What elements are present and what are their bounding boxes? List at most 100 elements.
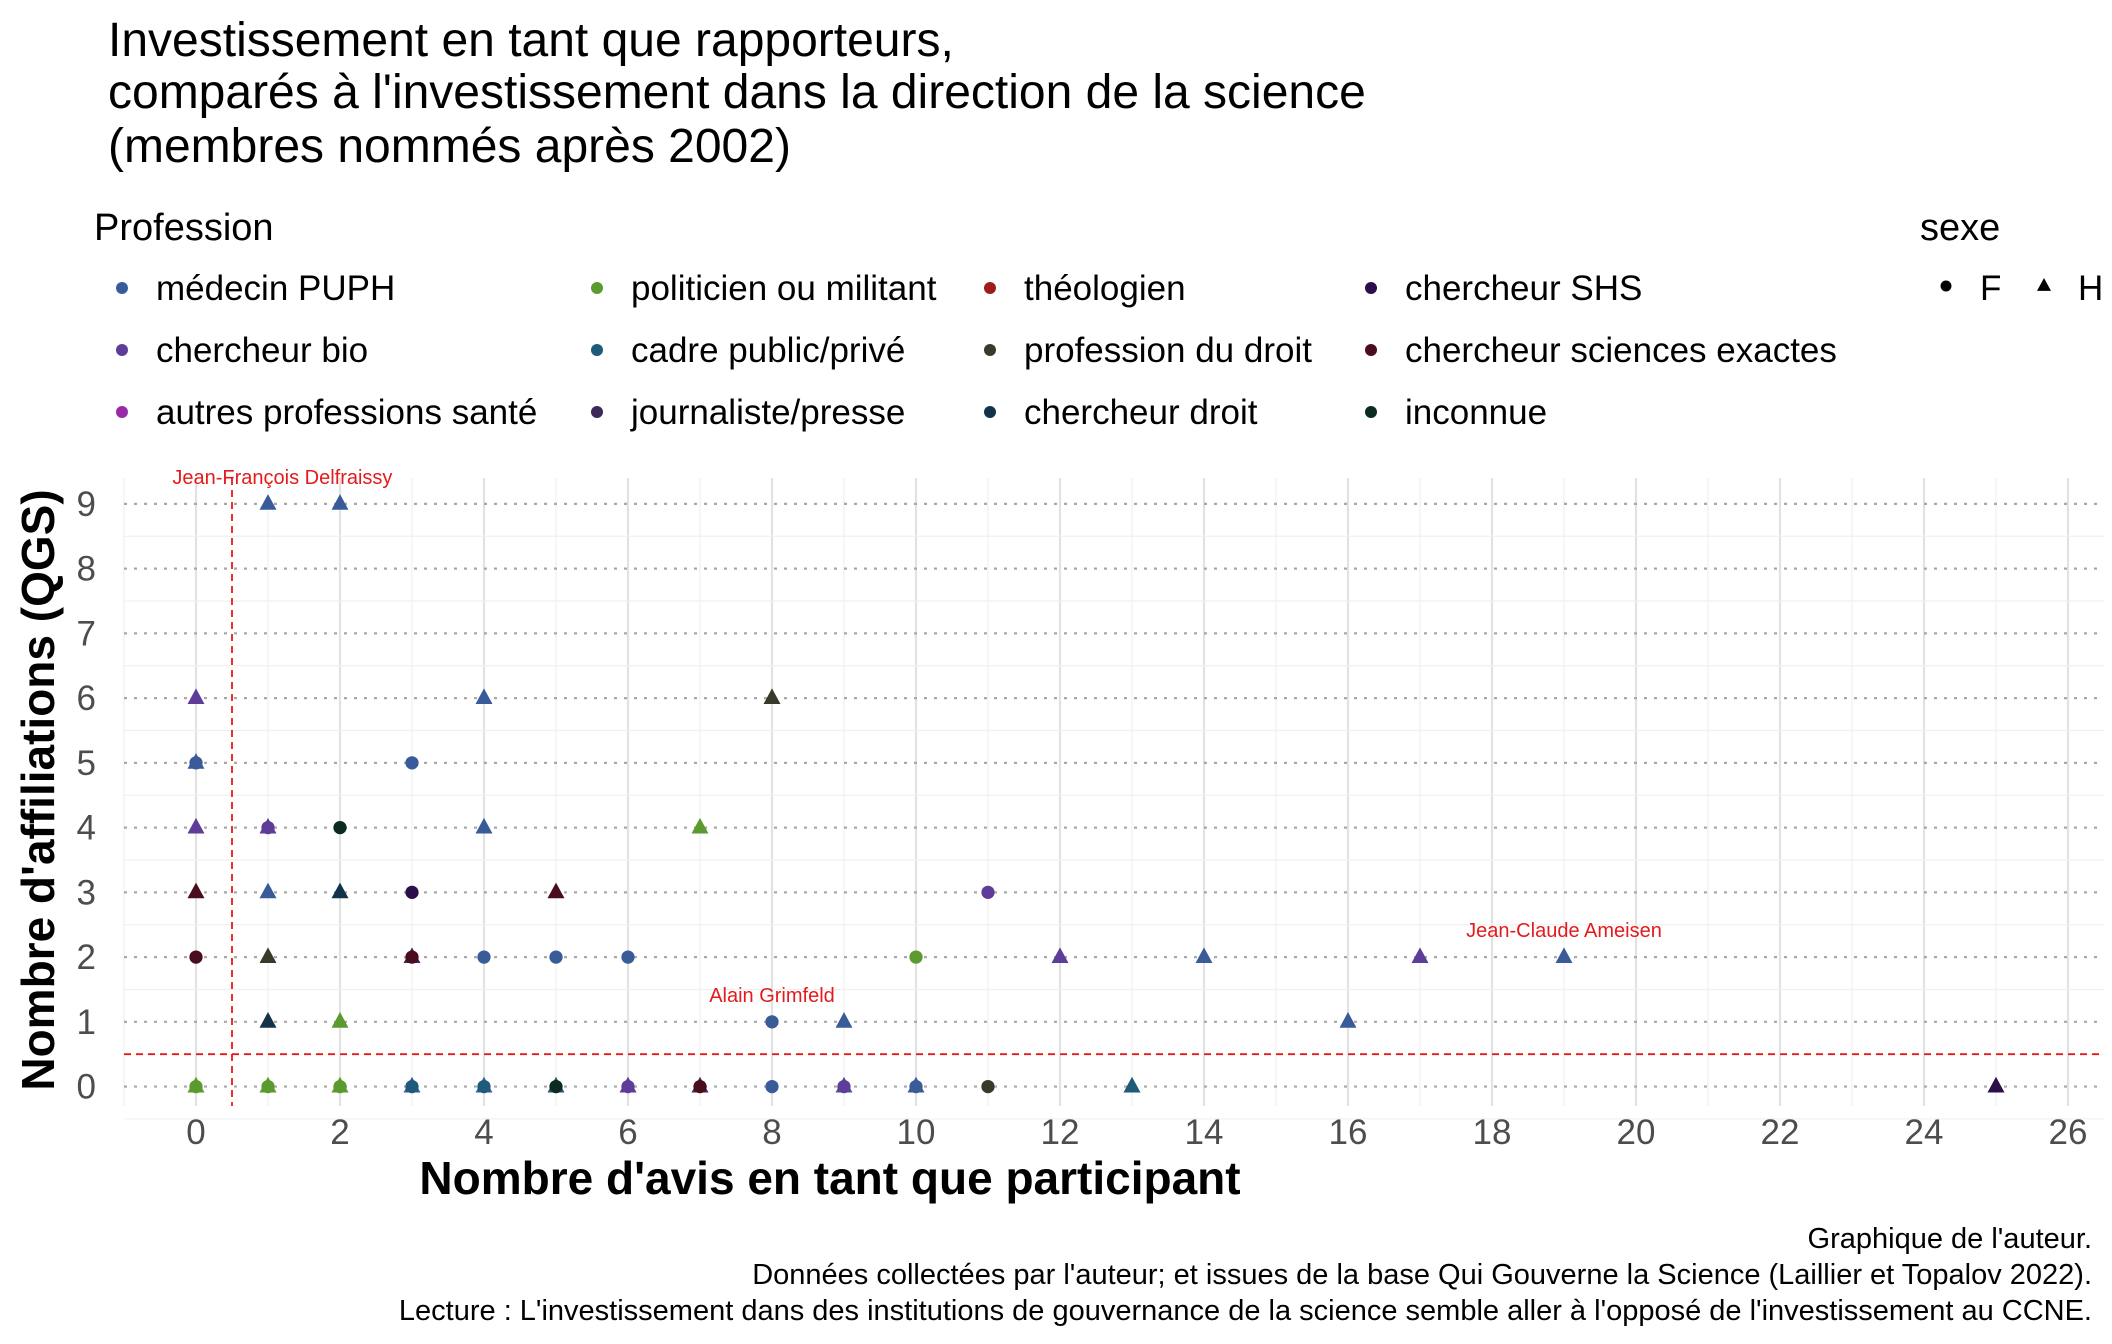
x-tick-label: 6 <box>618 1113 637 1152</box>
legend-item: chercheur droit <box>984 393 1258 432</box>
annotations: Jean-François Delfraissy Alain Grimfeld Je… <box>172 467 1661 1007</box>
data-point <box>477 1079 491 1094</box>
x-tick-label: 8 <box>762 1113 781 1152</box>
data-point <box>405 756 419 770</box>
data-point <box>331 1012 349 1028</box>
data-point <box>187 882 205 899</box>
data-point <box>1411 947 1429 963</box>
data-point <box>259 494 277 510</box>
data-point <box>909 1079 923 1094</box>
data-point <box>189 756 203 770</box>
x-tick-label: 24 <box>1905 1113 1944 1152</box>
x-tick-label: 16 <box>1329 1113 1368 1152</box>
x-tick-label: 22 <box>1761 1113 1800 1152</box>
data-point <box>259 947 277 963</box>
caption-line-3: Lecture : L'investissement dans des inst… <box>399 1295 2092 1327</box>
legend-key-dot <box>1365 282 1377 294</box>
x-tick-label: 26 <box>2049 1113 2088 1152</box>
y-tick-label: 6 <box>77 679 96 718</box>
legend-label: chercheur bio <box>156 331 368 370</box>
x-tick-label: 0 <box>186 1113 205 1152</box>
x-tick-label: 4 <box>474 1113 493 1152</box>
data-point <box>333 820 347 835</box>
legend-label: F <box>1980 269 2001 308</box>
legend-key-dot <box>591 406 603 418</box>
legend-key-dot <box>116 282 128 294</box>
data-point <box>549 1079 563 1094</box>
data-point <box>981 1079 995 1094</box>
x-tick-label: 20 <box>1617 1113 1656 1152</box>
legend-key-dot <box>984 406 996 418</box>
data-point <box>1123 1076 1141 1093</box>
legend-item: profession du droit <box>984 331 1312 370</box>
legend-key-triangle <box>2037 277 2051 291</box>
data-point <box>261 1079 275 1094</box>
data-point <box>477 950 491 964</box>
y-tick-label: 0 <box>77 1068 96 1107</box>
data-point <box>405 950 419 964</box>
y-tick-label: 3 <box>77 873 96 912</box>
data-point <box>405 885 419 899</box>
legend-label: chercheur SHS <box>1405 269 1642 308</box>
data-point <box>691 817 709 834</box>
data-point <box>765 1015 779 1029</box>
legend-item: chercheur bio <box>116 331 368 370</box>
legend-item: F <box>1940 269 2001 308</box>
legend-item: autres professions santé <box>116 393 537 432</box>
data-point <box>1195 947 1213 963</box>
y-axis-title: Nombre d'affiliations (QGS) <box>12 489 64 1090</box>
legend-profession: Profession médecin PUPH chercheur bio autr… <box>94 207 1837 432</box>
grid <box>123 478 2104 1120</box>
annotation-label: Jean-Claude Ameisen <box>1466 920 1662 942</box>
caption: Graphique de l'auteur. Données collectée… <box>399 1223 2092 1327</box>
legend-sexe: sexe F H <box>1920 207 2103 308</box>
data-point <box>1555 947 1573 963</box>
data-point <box>1339 1012 1357 1028</box>
data-point <box>475 817 493 834</box>
data-point <box>693 1079 707 1094</box>
y-tick-label: 4 <box>77 809 96 848</box>
legend-item: inconnue <box>1365 393 1547 432</box>
data-point <box>331 882 349 899</box>
annotation-label: Jean-François Delfraissy <box>172 467 392 489</box>
data-point <box>261 820 275 835</box>
y-tick-label: 5 <box>77 744 96 783</box>
y-tick-label: 2 <box>77 938 96 977</box>
data-point <box>189 1079 203 1094</box>
data-point <box>189 950 203 964</box>
legend-item: chercheur sciences exactes <box>1365 331 1837 370</box>
data-point <box>405 1079 419 1094</box>
data-point <box>259 882 277 899</box>
legend-label: profession du droit <box>1024 331 1312 370</box>
legend-label: autres professions santé <box>156 393 537 432</box>
data-point <box>909 950 923 964</box>
legend-item: politicien ou militant <box>591 269 937 308</box>
legend-key-dot <box>591 344 603 356</box>
title-line-2: comparés à l'investissement dans la dire… <box>108 66 1366 119</box>
legend-item: cadre public/privé <box>591 331 905 370</box>
data-point <box>333 1079 347 1094</box>
data-point <box>1051 947 1069 963</box>
data-point <box>837 1079 851 1094</box>
legend-profession-title: Profession <box>94 207 274 249</box>
y-tick-label: 9 <box>77 485 96 524</box>
data-point <box>259 1012 277 1028</box>
legend-item: chercheur SHS <box>1365 269 1642 308</box>
title-line-1: Investissement en tant que rapporteurs, <box>108 14 954 67</box>
legend-label: H <box>2078 269 2103 308</box>
data-point <box>621 950 635 964</box>
title-line-3: (membres nommés après 2002) <box>108 120 791 173</box>
y-tick-label: 7 <box>77 614 96 653</box>
reference-lines <box>124 478 2104 1106</box>
legend-key-dot <box>1365 406 1377 418</box>
data-point <box>621 1079 635 1094</box>
data-point <box>549 950 563 964</box>
legend-item: journaliste/presse <box>591 393 905 432</box>
data-point <box>765 1079 779 1094</box>
y-axis-ticks: 0 1 2 3 4 5 6 7 8 9 <box>77 485 96 1107</box>
legend-label: inconnue <box>1405 393 1547 432</box>
legend-item: H <box>2037 269 2103 308</box>
data-point <box>187 688 205 704</box>
legend-key-dot <box>984 344 996 356</box>
